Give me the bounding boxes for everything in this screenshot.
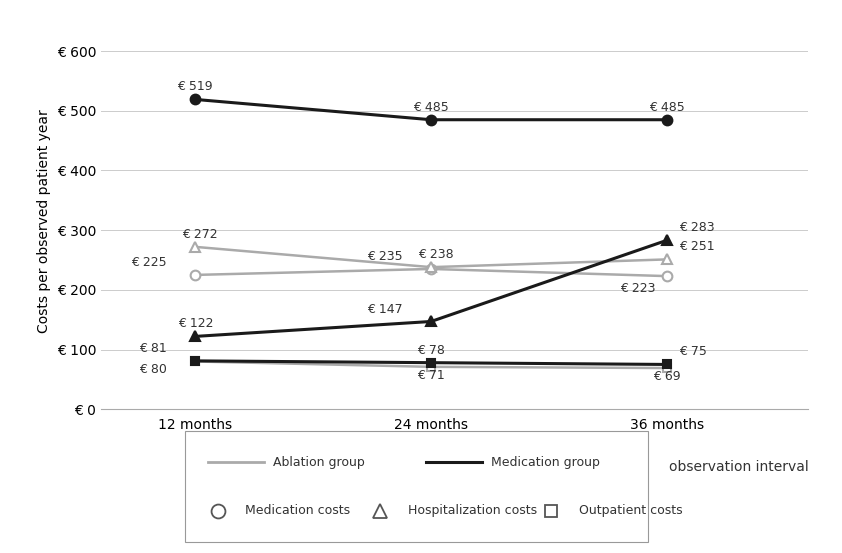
Text: Outpatient costs: Outpatient costs [579, 504, 683, 518]
Text: € 80: € 80 [139, 363, 167, 377]
Text: € 147: € 147 [367, 302, 402, 316]
Text: Ablation group: Ablation group [274, 456, 365, 469]
Text: Medication group: Medication group [491, 456, 600, 469]
Text: € 122: € 122 [178, 317, 213, 331]
Text: € 519: € 519 [178, 81, 213, 93]
Text: € 75: € 75 [679, 346, 706, 358]
Text: € 81: € 81 [139, 342, 167, 355]
Text: € 223: € 223 [620, 282, 655, 295]
Text: Medication costs: Medication costs [246, 504, 350, 518]
Text: € 225: € 225 [131, 256, 167, 269]
Text: € 251: € 251 [679, 241, 714, 253]
Text: € 485: € 485 [413, 101, 449, 114]
Text: € 69: € 69 [653, 370, 680, 383]
Text: € 283: € 283 [679, 221, 714, 234]
Text: Hospitalization costs: Hospitalization costs [408, 504, 536, 518]
Text: € 235: € 235 [367, 250, 402, 263]
Text: € 71: € 71 [418, 369, 445, 382]
Text: € 78: € 78 [417, 344, 445, 357]
Text: observation interval: observation interval [669, 460, 808, 474]
Text: € 238: € 238 [418, 248, 454, 261]
Text: € 485: € 485 [649, 101, 685, 114]
Y-axis label: Costs per observed patient year: Costs per observed patient year [37, 109, 51, 333]
Text: € 272: € 272 [182, 228, 218, 241]
